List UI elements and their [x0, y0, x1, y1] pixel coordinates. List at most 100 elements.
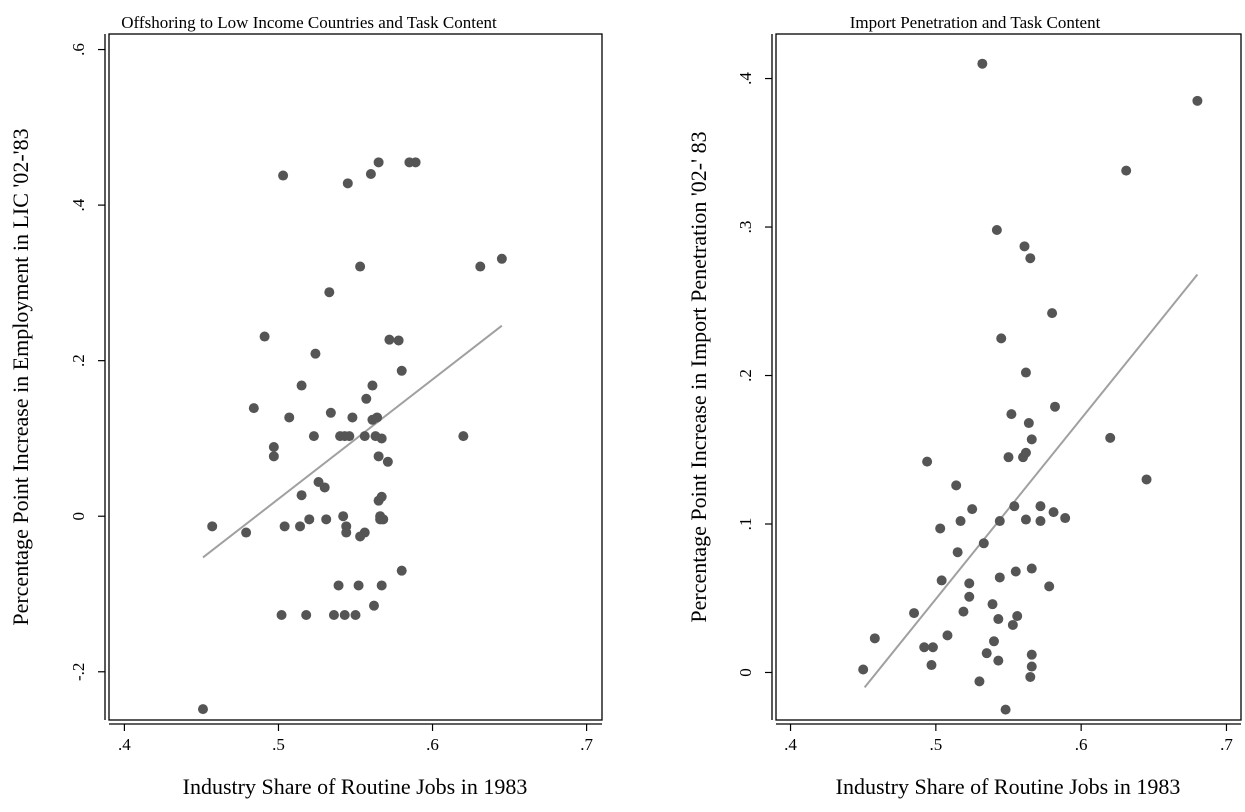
right-scatter-point: [955, 516, 966, 527]
left-scatter-point: [376, 580, 387, 591]
left-scatter-point: [410, 157, 421, 168]
right-scatter-point: [993, 655, 1004, 666]
left-scatter-point: [333, 580, 344, 591]
left-panel: Offshoring to Low Income Countries and T…: [8, 13, 603, 799]
right-y-tick-label: .3: [736, 221, 755, 234]
right-scatter-point: [927, 642, 938, 653]
right-scatter-point: [935, 523, 946, 534]
right-scatter-point: [1006, 409, 1017, 420]
left-y-tick-label: .4: [69, 198, 88, 211]
right-scatter-point: [1141, 474, 1152, 485]
right-scatter-point: [1019, 241, 1030, 252]
left-fit-line-group: [202, 324, 503, 559]
right-scatter-point: [1026, 661, 1037, 672]
right-scatter-point: [1023, 418, 1034, 429]
left-scatter-point: [197, 704, 208, 715]
right-scatter-point: [1009, 501, 1020, 512]
left-scatter-point: [319, 482, 330, 493]
right-scatter-point: [993, 614, 1004, 625]
left-scatter-point: [359, 527, 370, 538]
left-scatter-point: [248, 403, 259, 414]
left-scatter-point: [344, 431, 355, 442]
left-scatter-point: [268, 442, 279, 452]
right-scatter-point: [1000, 704, 1011, 715]
left-points: [197, 157, 507, 715]
right-scatter-point: [981, 648, 992, 659]
right-scatter-point: [1035, 501, 1046, 512]
right-scatter-point: [988, 636, 999, 647]
right-scatter-point: [919, 642, 930, 653]
left-scatter-point: [372, 412, 383, 423]
right-scatter-point: [964, 578, 975, 589]
right-y-tick-label: .1: [736, 518, 755, 531]
right-fit-line-group: [863, 273, 1199, 688]
left-scatter-point: [284, 412, 295, 423]
left-y-tick-label: .2: [69, 354, 88, 367]
right-scatter-point: [1025, 671, 1036, 682]
left-x-ticks: .4 .5 .6 .7: [118, 724, 593, 754]
right-scatter-point: [1048, 507, 1059, 518]
left-y-ticks: -.2 0 .2 .4 .6: [69, 43, 105, 681]
right-x-tick-label: .5: [929, 735, 942, 754]
left-chart-title: Offshoring to Low Income Countries and T…: [121, 13, 497, 32]
right-scatter-point: [1192, 95, 1203, 106]
left-scatter-point: [279, 521, 290, 532]
right-scatter-point: [942, 630, 953, 641]
right-scatter-point: [1010, 566, 1021, 577]
left-scatter-point: [367, 380, 378, 391]
left-scatter-point: [353, 580, 364, 591]
right-y-tick-label: 0: [736, 668, 755, 677]
left-scatter-point: [382, 456, 393, 467]
right-panel: Import Penetration and Task Content .4 .5…: [686, 13, 1242, 799]
right-scatter-point: [1044, 581, 1055, 592]
left-scatter-point: [308, 431, 319, 442]
left-scatter-point: [295, 521, 306, 532]
right-chart-title: Import Penetration and Task Content: [850, 13, 1101, 32]
right-scatter-point: [1105, 432, 1116, 443]
left-scatter-point: [276, 610, 287, 620]
left-scatter-point: [393, 335, 404, 346]
right-scatter-point: [967, 504, 978, 515]
left-scatter-point: [458, 431, 469, 442]
right-y-axis-label: Percentage Point Increase in Import Pene…: [686, 131, 711, 622]
right-fit-line: [863, 273, 1199, 688]
left-scatter-point: [259, 331, 270, 342]
left-scatter-point: [496, 253, 507, 264]
right-scatter-point: [996, 333, 1007, 344]
left-y-tick-label: 0: [69, 512, 88, 521]
left-scatter-point: [328, 610, 339, 620]
left-y-tick-label: -.2: [69, 663, 88, 681]
left-scatter-point: [296, 380, 307, 391]
left-scatter-point: [376, 491, 387, 502]
right-scatter-point: [1121, 165, 1132, 176]
right-scatter-point: [1050, 401, 1060, 412]
left-x-tick-label: .5: [272, 735, 285, 754]
left-scatter-point: [296, 490, 307, 501]
left-fit-line: [202, 324, 503, 559]
left-scatter-point: [376, 433, 387, 444]
right-x-tick-label: .4: [784, 735, 797, 754]
left-x-tick-label: .6: [426, 735, 439, 754]
left-plot-frame: [108, 33, 603, 721]
left-y-axis-label: Percentage Point Increase in Employment …: [8, 128, 33, 625]
left-scatter-point: [373, 451, 384, 462]
right-scatter-point: [1060, 513, 1071, 524]
right-scatter-point: [858, 664, 869, 675]
right-scatter-point: [952, 547, 963, 558]
right-scatter-point: [974, 676, 985, 687]
right-scatter-point: [926, 660, 937, 671]
right-scatter-point: [1003, 452, 1014, 463]
right-scatter-point: [958, 606, 969, 617]
left-scatter-point: [324, 287, 335, 298]
left-scatter-point: [304, 514, 315, 525]
right-scatter-point: [1007, 619, 1018, 630]
right-scatter-point: [869, 633, 880, 644]
left-scatter-point: [396, 365, 407, 376]
left-scatter-point: [278, 170, 289, 181]
right-scatter-point: [1020, 514, 1031, 525]
right-scatter-point: [1025, 253, 1036, 264]
left-scatter-point: [368, 600, 379, 611]
left-scatter-point: [342, 178, 353, 189]
